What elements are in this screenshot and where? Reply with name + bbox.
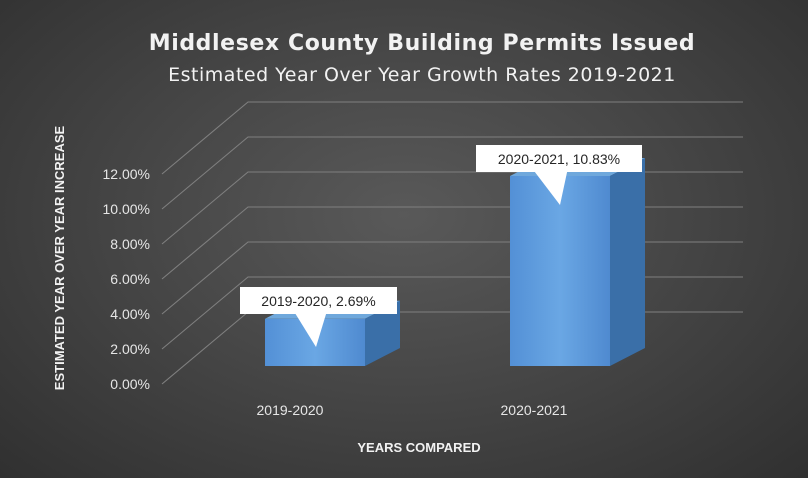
- data-labels: 2019-2020, 2.69% 2020-2021, 10.83%: [240, 145, 642, 347]
- gridline: [161, 101, 743, 175]
- data-label-text: 2019-2020, 2.69%: [261, 293, 375, 309]
- y-tick-label: 8.00%: [110, 236, 150, 252]
- y-axis-ticks: 0.00% 2.00% 4.00% 6.00% 8.00% 10.00% 12.00%: [103, 166, 150, 392]
- bar-side: [610, 158, 645, 366]
- x-tick-label: 2019-2020: [257, 402, 324, 418]
- bar-front: [510, 176, 610, 366]
- gridlines: [161, 101, 743, 385]
- y-tick-label: 10.00%: [103, 201, 150, 217]
- data-label-2020-2021: 2020-2021, 10.83%: [476, 145, 642, 205]
- y-tick-label: 0.00%: [110, 376, 150, 392]
- gridline: [161, 206, 743, 280]
- data-label-text: 2020-2021, 10.83%: [498, 151, 620, 167]
- y-tick-label: 6.00%: [110, 271, 150, 287]
- data-label-2019-2020: 2019-2020, 2.69%: [240, 287, 397, 347]
- gridline: [161, 171, 743, 245]
- y-tick-label: 4.00%: [110, 306, 150, 322]
- y-tick-label: 2.00%: [110, 341, 150, 357]
- gridline: [161, 311, 743, 385]
- y-tick-label: 12.00%: [103, 166, 150, 182]
- x-axis-title: YEARS COMPARED: [357, 440, 480, 455]
- gridline: [161, 136, 743, 210]
- y-axis-title: ESTIMATED YEAR OVER YEAR INCREASE: [52, 125, 67, 390]
- bar-2020-2021: [510, 158, 645, 366]
- x-tick-label: 2020-2021: [501, 402, 568, 418]
- x-axis-ticks: 2019-2020 2020-2021: [257, 402, 568, 418]
- bar-side: [365, 300, 400, 366]
- chart-title: Middlesex County Building Permits Issued: [149, 31, 696, 56]
- chart-subtitle: Estimated Year Over Year Growth Rates 20…: [168, 64, 676, 86]
- bars: [265, 158, 645, 366]
